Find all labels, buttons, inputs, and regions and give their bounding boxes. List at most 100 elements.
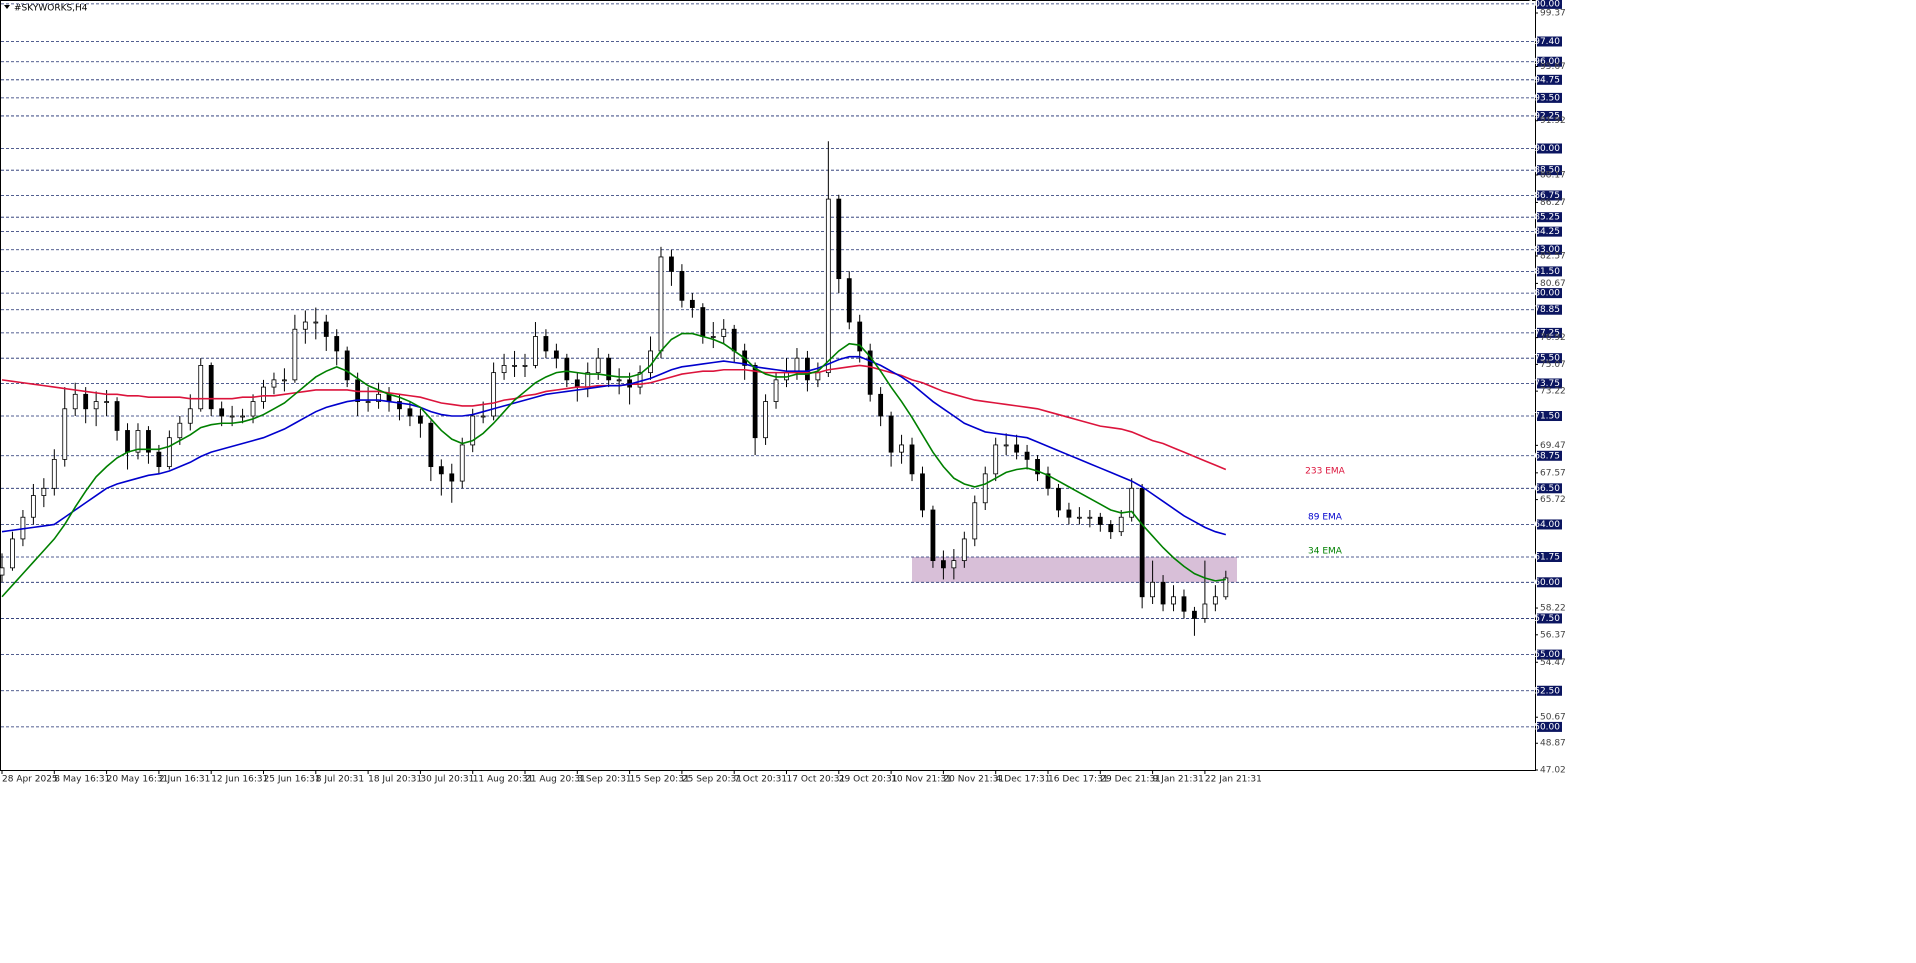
candle-body (1097, 516, 1103, 525)
candle-body (930, 509, 936, 562)
candle-body (313, 321, 319, 324)
level-label: 77.25 (1534, 328, 1560, 338)
candle-body (899, 444, 904, 453)
candle-body (982, 473, 988, 504)
candle-body (1056, 487, 1061, 511)
y-tick-label: 67.57 (1540, 468, 1566, 478)
level-label-box (1537, 36, 1562, 47)
x-tick-label: 29 Oct 20:31 (839, 775, 898, 785)
candle-body (30, 495, 36, 518)
y-tick-label: 69.47 (1540, 441, 1566, 451)
candle-body (815, 372, 821, 381)
level-label-box (1537, 551, 1562, 562)
x-tick-label: 10 Nov 21:31 (891, 775, 952, 785)
level-label-box (1537, 74, 1562, 85)
candle-body (428, 422, 434, 468)
y-tick-label: 82.57 (1540, 251, 1566, 261)
candle-body (867, 350, 873, 395)
candle-body (438, 466, 444, 475)
candle-body (1212, 596, 1218, 605)
level-label-box (1537, 56, 1562, 67)
y-tick-label: 47.02 (1540, 766, 1566, 776)
level-label-box (1537, 0, 1562, 9)
level-label: 100.00 (1529, 0, 1561, 9)
candle-body (177, 422, 183, 439)
level-label: 66.50 (1534, 484, 1560, 494)
candle-body (187, 408, 193, 424)
candle-body (365, 401, 371, 403)
candle-body (125, 430, 130, 453)
candle-body (888, 415, 894, 453)
x-tick-label: 8 May 16:31 (54, 775, 110, 785)
candle-body (637, 372, 643, 388)
y-tick-label: 58.22 (1540, 604, 1566, 614)
candle-body (219, 408, 225, 417)
candle-body (533, 336, 538, 366)
candle-body (669, 256, 674, 272)
level-label-box (1537, 226, 1562, 237)
x-tick-label: 25 Jun 16:31 (264, 775, 321, 785)
candle-body (292, 328, 298, 381)
level-label-box (1537, 244, 1562, 255)
level-label-box (1537, 288, 1562, 299)
x-tick-label: 20 Nov 21:31 (943, 775, 1004, 785)
candle-body (920, 473, 925, 511)
ema-line (1, 332, 1226, 598)
level-label-box (1537, 649, 1562, 660)
candle-body (836, 198, 842, 280)
candle-body (417, 415, 423, 424)
level-label: 50.00 (1534, 722, 1560, 732)
level-label: 90.00 (1534, 144, 1560, 154)
candle-body (397, 401, 402, 410)
level-label-box (1537, 685, 1562, 696)
y-tick-label: 80.67 (1540, 279, 1566, 289)
candle-body (323, 321, 329, 337)
level-label: 52.50 (1534, 686, 1560, 696)
candle-body (83, 393, 89, 410)
candle-body (616, 379, 622, 382)
candle-body (1181, 596, 1187, 612)
level-label: 81.50 (1534, 267, 1560, 277)
level-label-box (1537, 190, 1562, 201)
level-label: 78.85 (1534, 305, 1560, 315)
candle-body (1171, 596, 1176, 605)
candle-body (1129, 487, 1135, 518)
x-tick-label: 30 Jul 20:31 (420, 775, 474, 785)
menu-arrow[interactable] (4, 5, 10, 9)
level-label: 96.00 (1534, 57, 1560, 67)
candle-body (752, 365, 758, 439)
candle-body (564, 357, 570, 381)
chart-title: #SKYWORKS,H4 (14, 4, 88, 14)
candle-body (1202, 603, 1208, 619)
x-tick-label: 20 May 16:31 (107, 775, 169, 785)
level-label-box (1537, 721, 1562, 732)
candle-body (595, 357, 601, 374)
candle-body (1192, 610, 1197, 619)
level-label: 88.50 (1534, 166, 1560, 176)
candle-body (1045, 473, 1051, 489)
candle-body (951, 560, 957, 569)
x-tick-label: 8 Jul 20:31 (316, 775, 364, 785)
plot-frame (0, 0, 1536, 771)
level-label-box (1537, 519, 1562, 530)
candle-body (1108, 524, 1114, 533)
candle-body (1139, 487, 1145, 598)
level-label: 60.00 (1534, 578, 1560, 588)
candle-body (846, 278, 852, 323)
y-tick-label: 75.07 (1540, 360, 1566, 370)
level-label-box (1537, 450, 1562, 461)
ema-line (1, 355, 1227, 536)
candle-body (512, 365, 517, 367)
x-tick-label: 3 Sep 20:31 (577, 775, 631, 785)
candle-body (543, 336, 549, 352)
x-tick-label: 4 Dec 17:31 (996, 775, 1051, 785)
candle-body (1150, 581, 1155, 598)
candle-body (941, 560, 946, 569)
level-label: 97.40 (1534, 37, 1560, 47)
candle-body (114, 401, 120, 431)
candle-body (93, 401, 99, 410)
level-label-box (1537, 212, 1562, 223)
candle-body (553, 350, 559, 359)
level-label-box (1537, 483, 1562, 494)
